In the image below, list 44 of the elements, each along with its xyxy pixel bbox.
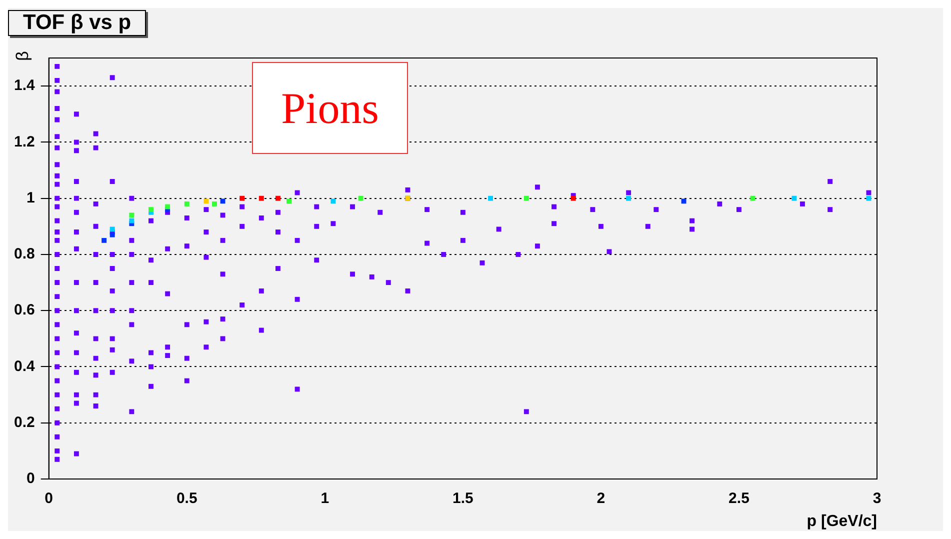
y-tick-label: 0 [26,470,35,488]
point [204,198,209,204]
point [258,196,264,201]
chart-title: TOF β vs p [8,10,146,36]
point [220,198,226,204]
x-tick-label: 0.5 [176,490,198,508]
point [524,196,529,201]
point [570,196,576,201]
point [240,196,245,201]
y-tick-label: 0.2 [14,414,35,432]
point [129,218,134,224]
x-tick-label: 2.5 [728,490,750,508]
x-tick-label: 0 [44,490,54,508]
point [276,196,280,201]
point [184,201,190,206]
y-tick-label: 0.4 [14,358,36,375]
point [488,196,494,201]
point [165,204,170,210]
y-axis-title: β [12,51,33,61]
x-tick-label: 3 [872,490,882,508]
y-tick-label: 1.2 [14,133,35,150]
point [129,212,134,218]
point [330,198,336,204]
x-axis-title: p [GeV/c] [806,513,877,531]
x-tick-label: 2 [596,490,606,508]
point [148,207,154,212]
point [110,232,115,238]
point [681,198,686,204]
annotation: Pions [252,62,408,154]
point [102,238,107,243]
y-tick-label: 1 [26,189,35,206]
point [110,226,115,232]
point [286,198,292,204]
point [866,196,872,201]
y-tick-label: 0.6 [14,302,35,319]
x-tick-label: 1 [320,490,330,508]
y-tick-label: 1.4 [14,77,36,94]
x-tick-label: 1.5 [452,490,474,508]
point [750,196,756,201]
point [626,196,632,201]
point [358,196,364,201]
point [212,201,217,206]
point [792,196,797,201]
y-tick-label: 0.8 [14,246,35,263]
